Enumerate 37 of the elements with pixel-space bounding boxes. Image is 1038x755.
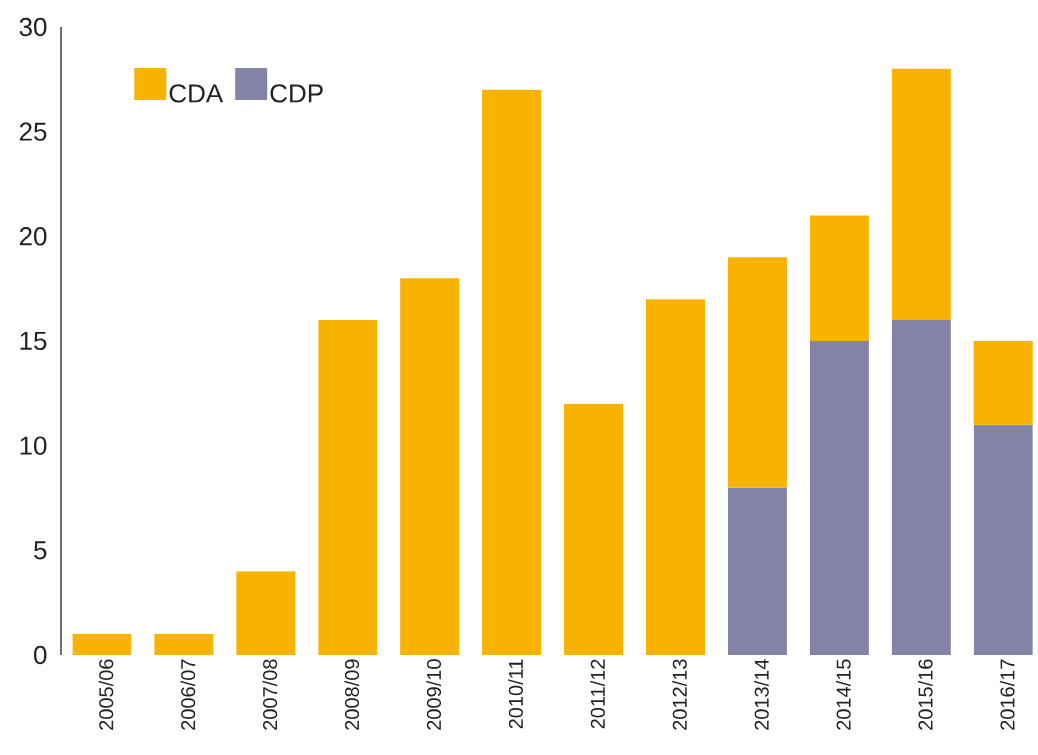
legend-label: CDA [169, 84, 224, 103]
x-tick-label: 2012/13 [672, 659, 687, 730]
x-tick-label: 2006/07 [180, 659, 196, 730]
bar [318, 320, 378, 655]
bar [973, 341, 1033, 425]
x-tick-label: 2014/15 [836, 659, 851, 730]
y-tick-label: 10 [20, 436, 47, 455]
legend-label: CDP [270, 84, 323, 103]
x-tick-label: 2007/08 [262, 659, 278, 730]
y-tick-label: 0 [34, 645, 47, 665]
bar [809, 215, 869, 341]
x-tick-label: 2008/09 [344, 659, 360, 730]
bar [973, 424, 1033, 655]
bar [72, 634, 132, 655]
bar [891, 320, 951, 655]
bar [727, 257, 787, 488]
y-tick-label: 30 [19, 17, 47, 37]
x-tick-label: 2010/11 [508, 659, 523, 729]
y-tick-label: 20 [19, 227, 47, 246]
bar [646, 299, 705, 655]
x-tick-label: 2009/10 [426, 659, 442, 730]
y-tick-label: 5 [34, 541, 47, 560]
bar [809, 341, 869, 655]
x-tick-label: 2005/06 [98, 659, 114, 730]
x-tick-label: 2016/17 [999, 659, 1015, 730]
bar [400, 278, 460, 655]
bar [236, 571, 296, 655]
x-tick-label: 2013/14 [754, 659, 769, 730]
y-tick-label: 25 [19, 122, 47, 141]
bar [564, 403, 624, 655]
bar [727, 487, 787, 655]
y-tick-label: 15 [20, 331, 47, 351]
x-tick-label: 2011/12 [590, 659, 605, 729]
x-tick-label: 2015/16 [917, 659, 933, 730]
bar [154, 634, 214, 655]
bar [482, 89, 542, 655]
bar [891, 68, 951, 321]
